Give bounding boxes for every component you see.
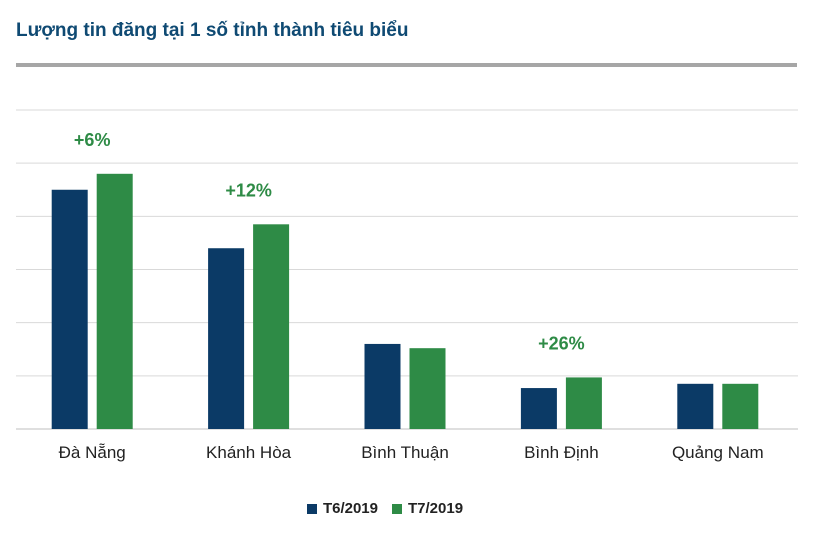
title-rule [16, 63, 797, 67]
category-label: Đà Nẵng [59, 443, 126, 462]
legend-item-t7: T7/2019 [392, 500, 463, 517]
legend: T6/2019 T7/2019 [0, 500, 770, 517]
category-label: Bình Thuận [361, 443, 449, 462]
chart-title: Lượng tin đăng tại 1 số tỉnh thành tiêu … [16, 20, 409, 41]
growth-annotation: +12% [225, 180, 272, 200]
legend-label-t7: T7/2019 [408, 500, 464, 517]
legend-swatch-t6 [306, 503, 317, 514]
bar-chart: Đà Nẵng +6% Khánh Hòa +12% Bình Thuận Bình Đị… [16, 109, 798, 462]
bar-t7 [565, 377, 602, 429]
bar-t6 [364, 343, 401, 429]
category-label: Khánh Hòa [206, 443, 292, 462]
category-label: Bình Định [524, 443, 599, 462]
legend-label-t6: T6/2019 [322, 500, 378, 517]
growth-annotation: +26% [538, 333, 585, 353]
bar-t6 [208, 248, 245, 429]
bar-t7 [722, 383, 759, 429]
category-label: Quảng Nam [672, 443, 764, 462]
bar-t6 [520, 388, 557, 429]
bar-t7 [253, 224, 290, 429]
legend-item-t6: T6/2019 [306, 500, 378, 517]
bar-t7 [409, 348, 446, 429]
bar-t6 [677, 383, 714, 429]
legend-swatch-t7 [392, 503, 402, 514]
bar-t7 [96, 173, 133, 429]
growth-annotation: +6% [74, 130, 111, 150]
bar-t6 [51, 189, 88, 429]
